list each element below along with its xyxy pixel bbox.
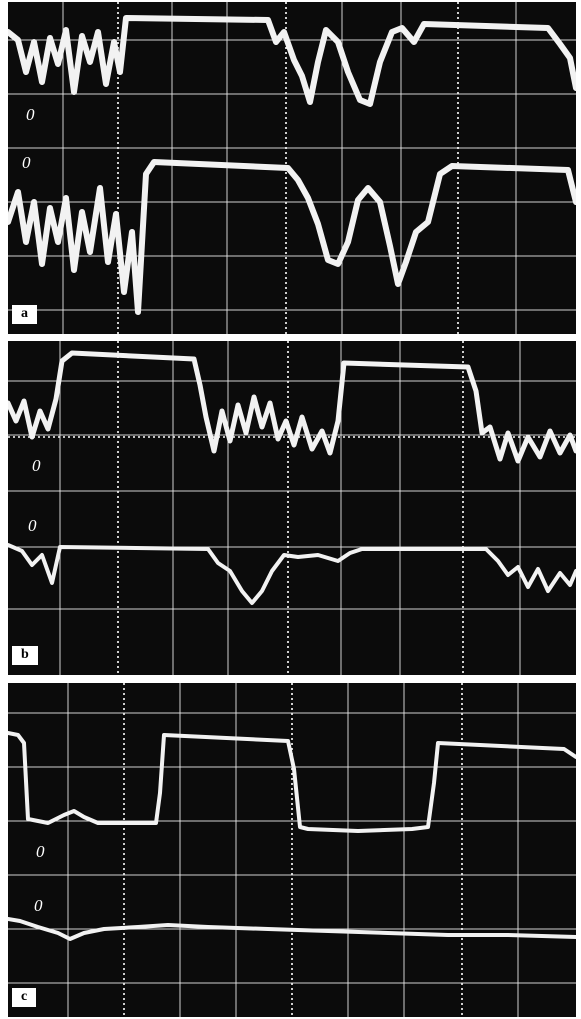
zero-level-mark: 0: [26, 105, 35, 124]
panel-label: b: [12, 646, 38, 665]
upper-trace-a: [8, 15, 576, 107]
panel-label: c: [12, 988, 37, 1007]
zero-level-mark: 0: [34, 896, 43, 915]
oscillogram-panel-c: 0 0 c: [8, 683, 576, 1017]
upper-trace-b: [8, 350, 576, 464]
panel-label: a: [12, 305, 37, 324]
oscillogram-panel-b: 0 0 b: [8, 341, 576, 675]
zero-level-mark: 0: [28, 516, 37, 535]
zero-level-mark: 0: [32, 456, 41, 475]
oscilloscope-screen-b: [8, 341, 576, 675]
lower-trace-c: [8, 917, 576, 941]
zero-level-mark: 0: [22, 153, 31, 172]
oscilloscope-screen-a: [8, 2, 576, 334]
upper-trace-c: [8, 731, 576, 833]
oscilloscope-screen-c: [8, 683, 576, 1017]
lower-trace-b: [8, 543, 576, 605]
graticule-axes: [8, 341, 576, 675]
graticule-axes: [123, 683, 463, 1017]
oscillogram-panel-a: 0 0 a: [8, 2, 576, 334]
lower-trace-a: [8, 159, 576, 315]
zero-level-mark: 0: [36, 842, 45, 861]
graticule-grid: [8, 341, 576, 675]
